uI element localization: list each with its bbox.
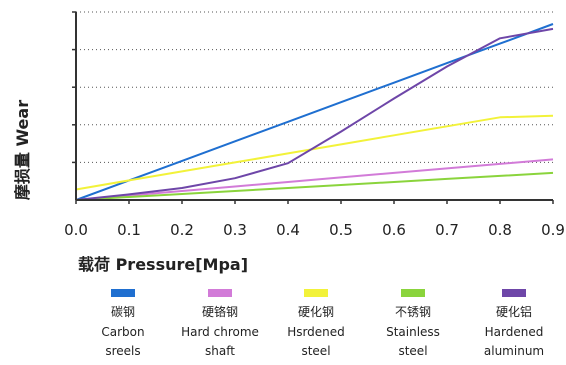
x-tick-label: 0.7	[435, 221, 459, 239]
legend-swatch	[208, 289, 232, 297]
axes-layer	[72, 11, 554, 204]
legend-swatch	[111, 289, 135, 297]
x-tick-label: 0.5	[329, 221, 353, 239]
x-tick-label: 0.8	[488, 221, 512, 239]
legend-label-zh: 碳钢	[111, 305, 135, 319]
x-tick-label: 0.1	[117, 221, 141, 239]
legend-label-line1: Carbon	[101, 325, 144, 339]
legend-swatch	[401, 289, 425, 297]
legend: 碳钢 Carbon sreels 硬铬钢 Hard chrome shaft 硬化钢 Hsrd…	[101, 289, 544, 358]
series-line-2	[75, 158, 554, 201]
legend-label-line2: steel	[301, 344, 330, 358]
legend-label-line2: shaft	[205, 344, 235, 358]
x-tick-label: 0.2	[170, 221, 194, 239]
y-axis-title: 摩损量 Wear	[13, 100, 32, 200]
legend-label-line1: Hardened	[485, 325, 544, 339]
legend-label-zh: 不锈钢	[395, 305, 431, 319]
legend-label-line1: Hard chrome	[181, 325, 259, 339]
series-line-4	[75, 171, 554, 201]
x-tick-label: 0.9	[541, 221, 565, 239]
x-tick-label: 0.6	[382, 221, 406, 239]
x-tick-label: 0.0	[64, 221, 88, 239]
legend-label-line1: Hsrdened	[287, 325, 345, 339]
series-layer	[75, 23, 554, 201]
x-axis-title: 载荷 Pressure[Mpa]	[78, 255, 248, 274]
series-line-5	[75, 27, 554, 201]
legend-label-line2: steel	[398, 344, 427, 358]
x-tick-label: 0.4	[276, 221, 300, 239]
series-line-1	[75, 23, 554, 201]
grid-layer	[76, 11, 553, 163]
legend-swatch	[304, 289, 328, 297]
legend-label-line2: aluminum	[484, 344, 544, 358]
legend-label-line1: Stainless	[386, 325, 440, 339]
legend-label-zh: 硬铬钢	[202, 304, 238, 319]
x-tick-labels: 0.0 0.1 0.2 0.3 0.4 0.5 0.6 0.7 0.8 0.9	[64, 221, 565, 239]
legend-label-zh: 硬化铝	[496, 304, 532, 319]
legend-label-zh: 硬化钢	[298, 305, 334, 319]
legend-swatch	[502, 289, 526, 297]
legend-label-line2: sreels	[105, 344, 140, 358]
x-tick-label: 0.3	[223, 221, 247, 239]
series-line-3	[75, 114, 554, 191]
